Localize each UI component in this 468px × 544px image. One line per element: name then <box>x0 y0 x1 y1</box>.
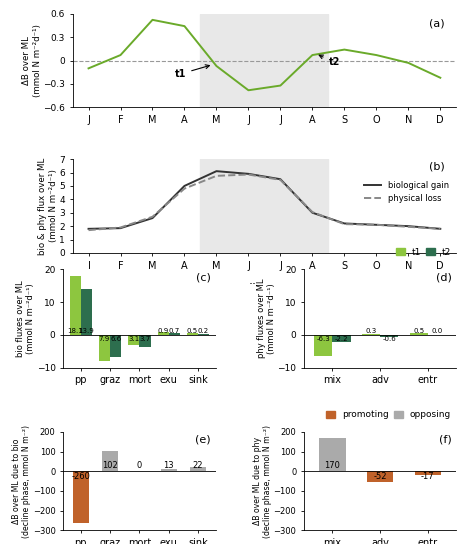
Bar <box>139 335 151 347</box>
biological gain <box>373 221 379 228</box>
physical loss <box>118 224 124 231</box>
physical loss <box>405 224 411 230</box>
Bar <box>128 335 139 345</box>
biological gain <box>118 225 124 231</box>
biological gain <box>438 226 443 232</box>
Text: ..: .. <box>249 274 257 287</box>
biological gain <box>86 226 91 232</box>
Text: 170: 170 <box>325 461 340 471</box>
Legend: promoting, opposing: promoting, opposing <box>322 407 455 423</box>
physical loss <box>342 221 347 227</box>
Legend: t1, t2: t1, t2 <box>392 244 455 261</box>
Text: -0.6: -0.6 <box>382 336 396 342</box>
physical loss <box>438 226 443 232</box>
Text: 6.6: 6.6 <box>110 336 121 342</box>
Y-axis label: bio & phy flux over ML
(mmol N m⁻²d⁻¹): bio & phy flux over ML (mmol N m⁻²d⁻¹) <box>38 157 58 255</box>
Y-axis label: ΔB over ML due to bio
(decline phase, mmol N m⁻²): ΔB over ML due to bio (decline phase, mm… <box>12 425 31 537</box>
Text: 22: 22 <box>193 461 203 471</box>
Text: t2: t2 <box>319 55 340 67</box>
Bar <box>200 159 329 253</box>
Y-axis label: phy fluxes over ML
(mmol N m⁻²d⁻¹): phy fluxes over ML (mmol N m⁻²d⁻¹) <box>256 279 276 358</box>
Text: (d): (d) <box>436 272 452 282</box>
biological gain <box>310 209 315 216</box>
physical loss <box>150 213 155 220</box>
Text: 0.0: 0.0 <box>431 328 442 334</box>
Bar <box>319 438 345 471</box>
Bar <box>332 335 351 342</box>
Text: t1: t1 <box>175 65 209 79</box>
physical loss <box>246 171 251 178</box>
Bar <box>314 335 332 356</box>
Text: 102: 102 <box>102 461 118 471</box>
Text: (e): (e) <box>195 435 211 445</box>
Line: biological gain: biological gain <box>88 171 440 229</box>
Bar <box>190 467 206 471</box>
Text: -52: -52 <box>373 472 387 481</box>
Text: -2.2: -2.2 <box>335 336 348 342</box>
biological gain <box>246 171 251 177</box>
Legend: biological gain, physical loss: biological gain, physical loss <box>361 177 452 206</box>
Text: 13.9: 13.9 <box>79 328 94 334</box>
Bar <box>187 333 198 335</box>
Text: 0.5: 0.5 <box>413 328 424 334</box>
Bar <box>415 471 441 474</box>
Bar <box>161 469 177 471</box>
Bar <box>380 335 398 337</box>
Text: 3.7: 3.7 <box>139 336 151 342</box>
Text: 0: 0 <box>137 461 142 471</box>
biological gain <box>278 176 283 182</box>
Y-axis label: ΔB over ML due to phy
(decline phase, mmol N m⁻²): ΔB over ML due to phy (decline phase, mm… <box>253 425 272 537</box>
biological gain <box>213 168 219 175</box>
biological gain <box>405 223 411 230</box>
physical loss <box>213 172 219 179</box>
biological gain <box>342 220 347 227</box>
Text: 0.7: 0.7 <box>168 328 180 334</box>
physical loss <box>182 186 187 192</box>
physical loss <box>373 221 379 228</box>
Y-axis label: bio fluxes over ML
(mmol N m⁻²d⁻¹): bio fluxes over ML (mmol N m⁻²d⁻¹) <box>16 280 35 357</box>
Bar <box>81 289 92 335</box>
physical loss <box>310 209 315 215</box>
Bar <box>70 275 81 335</box>
Line: physical loss: physical loss <box>88 175 440 230</box>
Bar <box>110 335 121 357</box>
Text: 18.1: 18.1 <box>67 328 83 334</box>
Text: 0.3: 0.3 <box>366 328 377 334</box>
biological gain <box>182 183 187 189</box>
Text: (a): (a) <box>429 18 445 28</box>
Text: (f): (f) <box>439 435 452 445</box>
Bar <box>168 333 180 335</box>
Text: -17: -17 <box>421 472 435 481</box>
Bar <box>367 471 393 481</box>
Text: 0.2: 0.2 <box>198 328 209 334</box>
Bar <box>410 333 428 335</box>
Bar <box>102 451 118 471</box>
Bar <box>362 334 380 335</box>
Bar <box>200 14 329 108</box>
Text: 7.9: 7.9 <box>99 336 110 342</box>
Text: (b): (b) <box>429 162 445 172</box>
Text: 3.1: 3.1 <box>128 336 139 342</box>
Y-axis label: ΔB over ML
(mmol N m⁻²d⁻¹): ΔB over ML (mmol N m⁻²d⁻¹) <box>22 24 42 97</box>
Text: -260: -260 <box>71 472 90 481</box>
Bar <box>99 335 110 361</box>
physical loss <box>278 177 283 183</box>
Bar <box>73 471 89 523</box>
physical loss <box>86 227 91 233</box>
Text: 0.5: 0.5 <box>187 328 198 334</box>
Text: -6.3: -6.3 <box>316 336 330 342</box>
Text: 13: 13 <box>163 461 174 471</box>
Text: 0.9: 0.9 <box>157 328 169 334</box>
Bar <box>158 332 168 335</box>
biological gain <box>150 215 155 221</box>
Text: (c): (c) <box>196 272 211 282</box>
